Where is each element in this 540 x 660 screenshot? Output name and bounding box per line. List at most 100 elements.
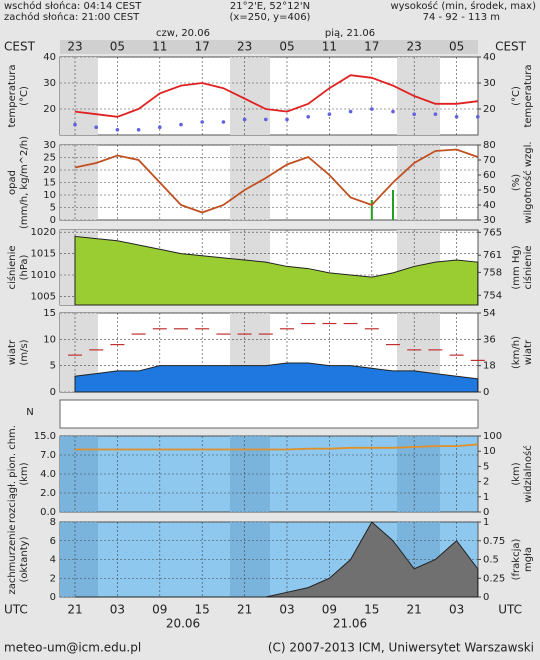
y-tick-label: 7.0 (40, 450, 56, 461)
y2-axis-label: (mm Hg) (511, 245, 522, 289)
y2-tick-label: 100 (483, 431, 502, 442)
y2-tick-label: 0 (483, 507, 489, 518)
series-dot (391, 109, 395, 114)
y-axis-label: (m/s) (19, 339, 30, 365)
y2-axis-label: (%) (511, 174, 522, 191)
y-tick-label: 15 (43, 178, 56, 189)
y2-tick-label: 80 (483, 140, 496, 151)
y2-axis-label: widzialność (522, 445, 534, 502)
y-tick-label: 8 (50, 517, 56, 528)
y2-tick-label: 754 (483, 290, 502, 301)
grid-point: (x=250, y=406) (230, 12, 311, 23)
date-label: 21.06 (333, 617, 367, 631)
series-dot (179, 122, 183, 127)
y2-tick-label: 5 (483, 461, 489, 472)
x-tick-label: 09 (322, 603, 337, 617)
cest-hour: 17 (364, 40, 379, 54)
cest-hour: 05 (449, 40, 464, 54)
x-tick-label: 15 (195, 603, 210, 617)
y2-tick-label: 40 (483, 52, 496, 63)
y2-tick-label: 0.75 (483, 536, 505, 547)
y2-tick-label: 765 (483, 227, 502, 238)
y2-tick-label: 36 (483, 334, 496, 345)
sunset: zachód słońca: 21:00 CEST (4, 11, 140, 23)
series-dot (285, 117, 289, 122)
y2-tick-label: 1 (483, 492, 489, 503)
night-band (60, 57, 98, 135)
series-dot (115, 128, 120, 132)
y2-axis-label: ciśnienie (522, 245, 534, 289)
top-strip (60, 40, 478, 54)
y2-axis-label: (km/h) (511, 336, 522, 369)
y-tick-label: 40 (43, 52, 56, 63)
series-dot (73, 122, 77, 127)
series-line (75, 443, 478, 451)
precip-bar (370, 200, 373, 220)
y-tick-label: 2 (50, 573, 56, 584)
night-band (60, 522, 98, 597)
y-tick-label: 5 (50, 203, 56, 214)
y-tick-label: 1015 (31, 249, 56, 260)
cest-hour: 17 (195, 40, 210, 54)
tz-label: CEST (495, 40, 527, 54)
x-tick-label: 09 (152, 603, 167, 617)
y2-axis-label: mgła (523, 547, 534, 572)
x-tick-label: 21 (237, 603, 252, 617)
y2-tick-label: 40 (483, 200, 496, 211)
cest-hour: 23 (67, 40, 82, 54)
series-dot (370, 107, 374, 111)
y2-axis-label: wilgotność wzgl. (522, 141, 534, 223)
y2-tick-label: 761 (483, 250, 502, 261)
x-tick-label: 03 (110, 603, 125, 617)
y-axis-label: (hPa) (19, 254, 30, 280)
series-dot (221, 120, 226, 124)
sunrise: wschód słońca: 04:14 CEST (4, 0, 142, 12)
y-axis-label: opad (7, 170, 18, 195)
y2-tick-label: 30 (483, 78, 496, 89)
night-band (230, 57, 270, 135)
y-axis-label: (°C) (19, 86, 30, 106)
series-area (74, 235, 479, 306)
y-tick-label: 0 (50, 215, 56, 226)
y-tick-label: 30 (43, 78, 56, 89)
y2-tick-label: 30 (483, 215, 496, 226)
y-tick-label: 15 (43, 308, 56, 319)
y2-tick-label: 1 (483, 517, 489, 528)
y-tick-label: 25 (43, 153, 56, 164)
y-tick-label: 0 (50, 387, 56, 398)
y2-tick-label: 0 (483, 592, 489, 603)
y-axis-label: (mm/h, kg/m^2/h) (19, 136, 30, 229)
height-values: 74 - 92 - 113 m (423, 12, 500, 23)
series-dot (136, 128, 141, 132)
y2-tick-label: 20 (483, 104, 496, 115)
series-dot (94, 125, 98, 129)
y-tick-label: 6 (50, 536, 56, 547)
y-tick-label: 0 (50, 592, 56, 603)
y2-axis-label: temperatura (523, 64, 534, 127)
y-axis-label: (oktanty) (19, 536, 30, 582)
y-axis-label: (km) (19, 462, 30, 485)
series-dot (200, 120, 204, 124)
day-label: czw, 20.06 (156, 28, 210, 39)
series-dot (433, 112, 438, 116)
series-dot (242, 117, 247, 122)
utc-label: UTC (4, 603, 28, 617)
night-band (397, 57, 440, 135)
y-tick-label: 0.0 (40, 507, 56, 518)
y2-axis-label: (°C) (511, 86, 522, 106)
y2-axis-label: (km) (511, 462, 522, 485)
y-tick-label: 15.0 (34, 431, 56, 442)
wind-dir-strip (59, 399, 479, 429)
series-area (74, 362, 479, 393)
y-tick-label: 10 (43, 190, 56, 201)
cest-hour: 11 (152, 40, 167, 54)
y-tick-label: 1020 (31, 227, 56, 238)
cest-hour: 11 (322, 40, 337, 54)
y-tick-label: 1010 (31, 270, 56, 281)
series-dot (454, 115, 459, 119)
y2-tick-label: 70 (483, 155, 496, 166)
y2-tick-label: 50 (483, 185, 496, 196)
y-axis-label: wiatr (7, 339, 18, 365)
y-tick-label: 1005 (31, 291, 56, 302)
